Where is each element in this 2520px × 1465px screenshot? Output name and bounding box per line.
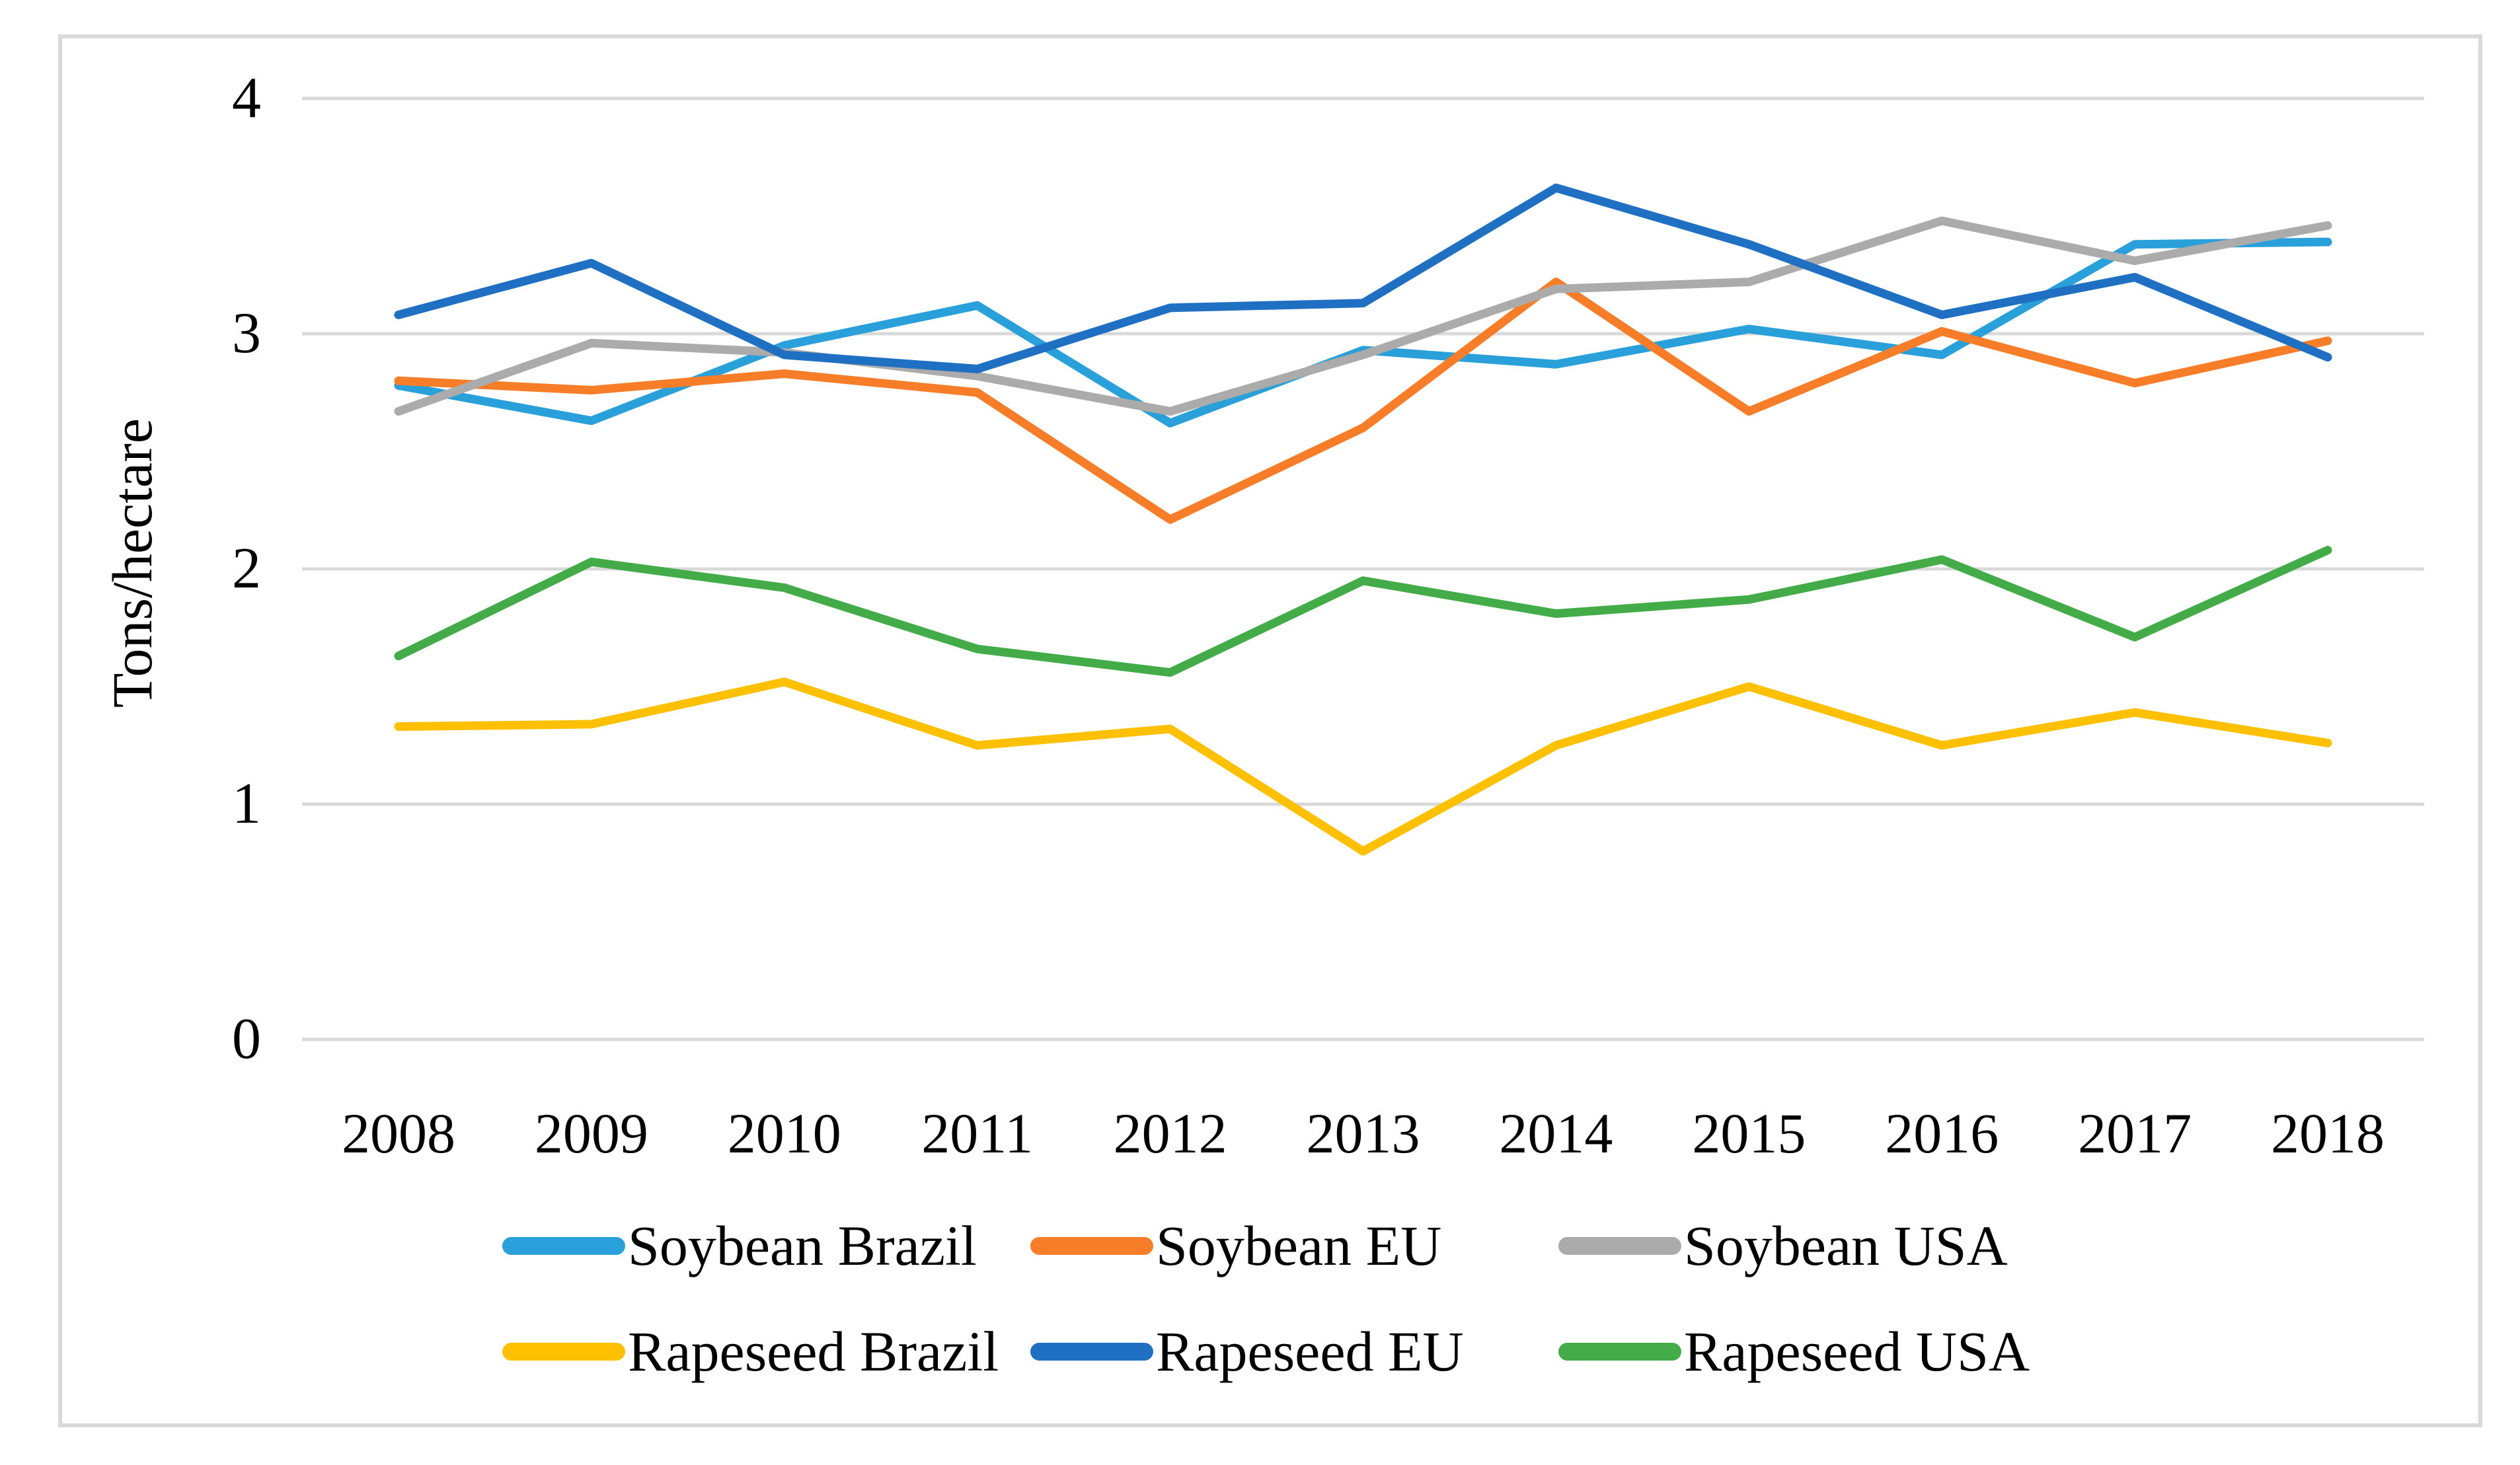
legend-label-rapeseed-usa: Rapeseed USA	[1684, 1320, 2030, 1383]
legend-label-soybean-eu: Soybean EU	[1156, 1214, 1442, 1277]
x-tick-label-2012: 2012	[1113, 1102, 1227, 1165]
x-tick-label-2009: 2009	[534, 1102, 648, 1165]
legend-item-rapeseed-usa: Rapeseed USA	[1558, 1312, 2030, 1391]
x-tick-label-2011: 2011	[921, 1102, 1034, 1165]
legend-swatch-rapeseed-usa	[1558, 1342, 1681, 1361]
legend-item-rapeseed-eu: Rapeseed EU	[1030, 1312, 1464, 1391]
legend-swatch-rapeseed-eu	[1030, 1342, 1153, 1361]
y-tick-label-0: 0	[232, 1007, 261, 1071]
series-line-soybean-usa	[394, 216, 2332, 416]
legend-swatch-soybean-brazil	[502, 1236, 625, 1255]
x-tick-label-2014: 2014	[1499, 1102, 1613, 1165]
legend-label-soybean-usa: Soybean USA	[1684, 1214, 2008, 1277]
series-line-rapeseed-usa	[394, 546, 2332, 677]
gridlines	[302, 96, 2424, 1041]
series-line-soybean-brazil	[394, 237, 2332, 428]
x-tick-label-2016: 2016	[1885, 1102, 1999, 1165]
legend-swatch-rapeseed-brazil	[502, 1342, 625, 1361]
figure-border	[58, 34, 2482, 1427]
x-tick-label-2008: 2008	[341, 1102, 455, 1165]
series-line-rapeseed-eu	[394, 183, 2332, 373]
series-line-soybean-eu	[394, 278, 2332, 524]
legend-swatch-soybean-usa	[1558, 1236, 1681, 1255]
legend-label-soybean-brazil: Soybean Brazil	[628, 1214, 977, 1277]
legend-label-rapeseed-brazil: Rapeseed Brazil	[628, 1320, 999, 1383]
legend-item-rapeseed-brazil: Rapeseed Brazil	[502, 1312, 999, 1391]
y-axis-title: Tons/hectare	[100, 418, 164, 708]
x-tick-label-2018: 2018	[2271, 1102, 2385, 1165]
legend-swatch-soybean-eu	[1030, 1236, 1153, 1255]
legend-item-soybean-usa: Soybean USA	[1558, 1206, 2008, 1285]
legend-label-rapeseed-eu: Rapeseed EU	[1156, 1320, 1464, 1383]
series-line-rapeseed-brazil	[394, 677, 2332, 856]
x-tick-label-2015: 2015	[1692, 1102, 1806, 1165]
legend-item-soybean-eu: Soybean EU	[1030, 1206, 1441, 1285]
x-tick-label-2013: 2013	[1306, 1102, 1420, 1165]
series-lines	[394, 183, 2332, 856]
x-tick-label-2017: 2017	[2078, 1102, 2192, 1165]
legend-item-soybean-brazil: Soybean Brazil	[502, 1206, 977, 1285]
y-tick-label-3: 3	[232, 301, 261, 365]
y-tick-label-2: 2	[232, 537, 261, 601]
y-tick-label-1: 1	[232, 772, 261, 836]
x-tick-label-2010: 2010	[727, 1102, 841, 1165]
y-tick-label-4: 4	[232, 66, 261, 130]
